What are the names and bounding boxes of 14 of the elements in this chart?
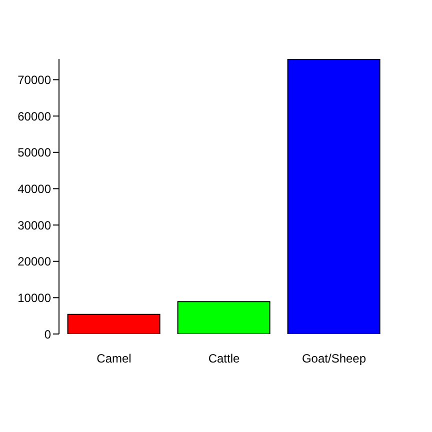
y-tick-label: 0 bbox=[44, 327, 52, 342]
bar bbox=[67, 314, 160, 334]
y-tick-label: 30000 bbox=[18, 218, 52, 232]
bar bbox=[287, 59, 380, 334]
x-tick-label: Goat/Sheep bbox=[302, 352, 366, 366]
x-tick-label: Camel bbox=[96, 352, 132, 366]
bar bbox=[177, 301, 270, 334]
y-tick-label: 40000 bbox=[18, 182, 52, 196]
y-tick-label: 50000 bbox=[18, 146, 52, 160]
y-tick-label: 20000 bbox=[18, 254, 52, 269]
x-tick-label: Cattle bbox=[208, 352, 240, 366]
y-tick-label: 70000 bbox=[18, 72, 52, 87]
y-tick-label: 10000 bbox=[18, 290, 52, 305]
y-tick-label: 60000 bbox=[18, 109, 52, 124]
